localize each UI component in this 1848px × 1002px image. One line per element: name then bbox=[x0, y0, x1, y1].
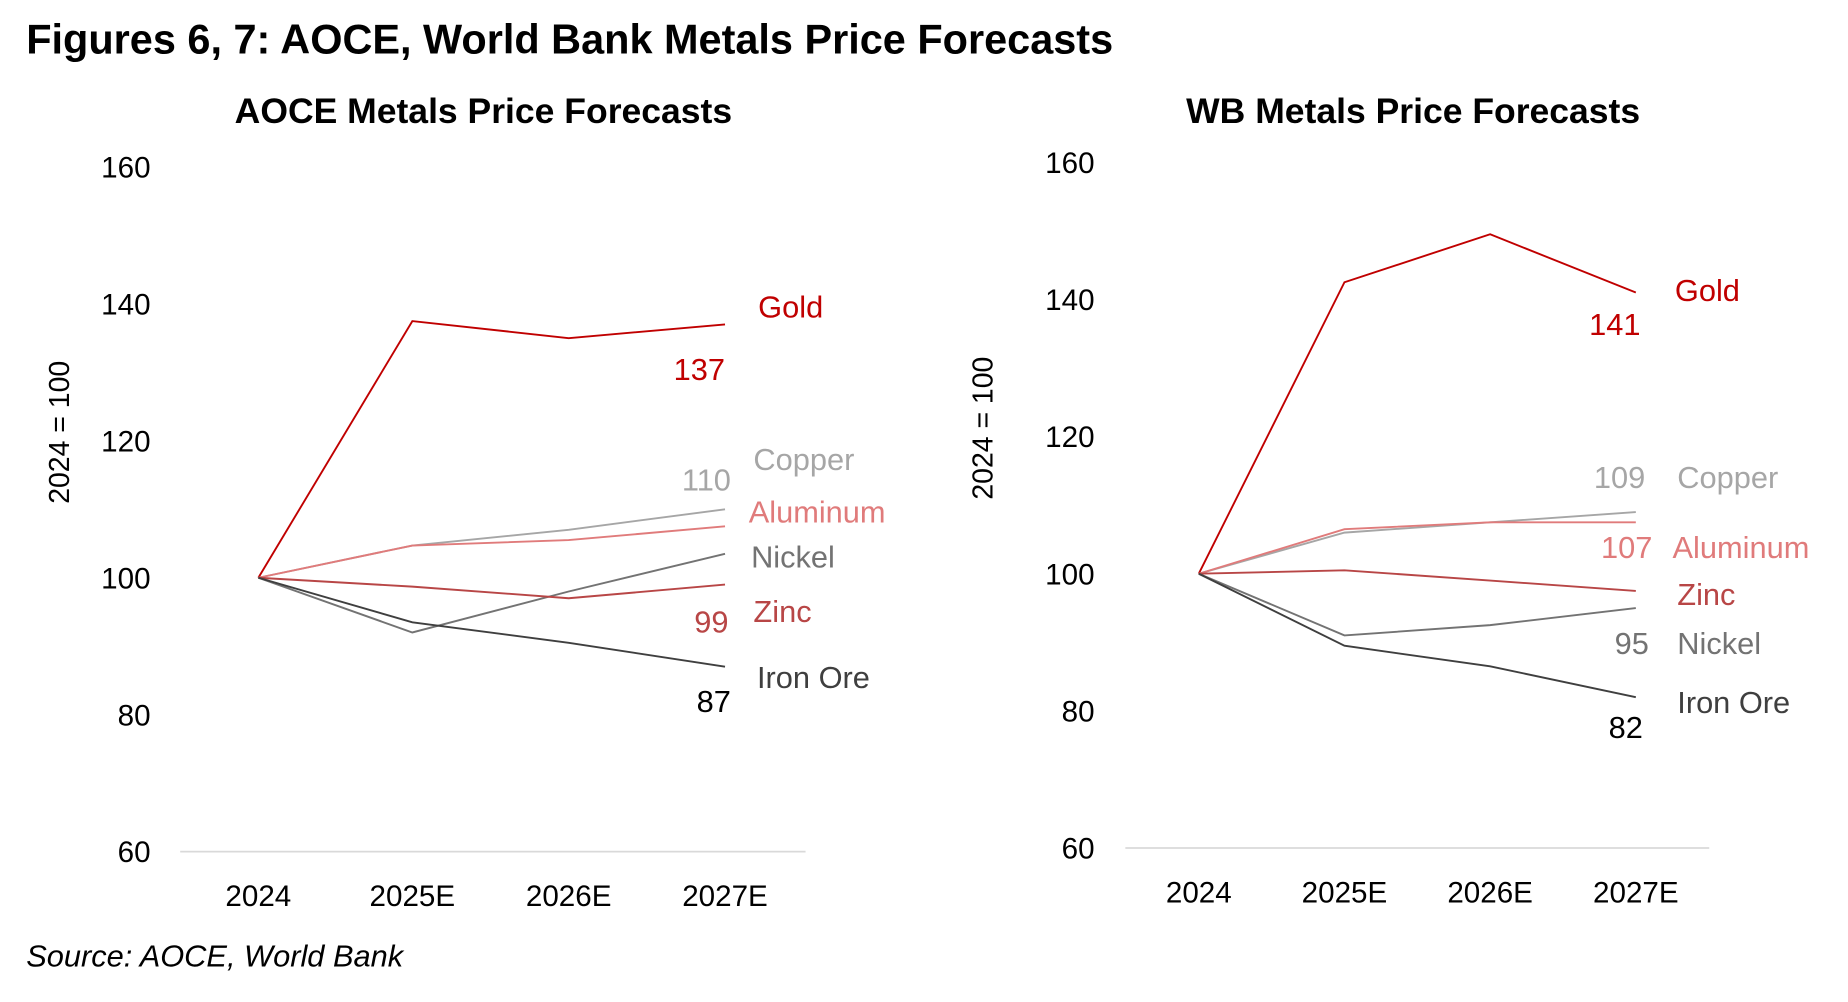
x-tick-label: 2026E bbox=[526, 880, 612, 913]
chart-title: WB Metals Price Forecasts bbox=[1186, 91, 1640, 131]
series-name-label: Nickel bbox=[1677, 626, 1761, 661]
end-value-label: 107 bbox=[1601, 530, 1652, 565]
y-tick-label: 100 bbox=[101, 562, 150, 595]
series-line-gold bbox=[257, 320, 726, 579]
series-name-label: Zinc bbox=[753, 594, 811, 629]
x-tick-label: 2024 bbox=[225, 880, 291, 913]
series-name-label: Gold bbox=[758, 289, 823, 324]
series-line-copper bbox=[1198, 511, 1636, 575]
y-axis-label: 2024 = 100 bbox=[968, 357, 1000, 500]
x-tick-label: 2026E bbox=[1447, 877, 1533, 910]
series-line-iron-ore bbox=[1198, 572, 1637, 699]
end-value-label: 87 bbox=[697, 684, 731, 719]
x-tick-label: 2025E bbox=[1302, 877, 1388, 910]
series-line-nickel bbox=[1198, 572, 1636, 637]
series-name-label: Nickel bbox=[751, 539, 835, 574]
series-line-gold bbox=[1197, 233, 1637, 575]
y-tick-label: 80 bbox=[118, 699, 151, 732]
series-line-zinc bbox=[1198, 569, 1636, 592]
end-value-label: 109 bbox=[1594, 460, 1645, 495]
series-name-label: Zinc bbox=[1677, 577, 1735, 612]
x-tick-label: 2024 bbox=[1166, 877, 1232, 910]
end-value-label: 95 bbox=[1615, 626, 1649, 661]
chart-2: WB Metals Price Forecasts 2024 = 100 60 80 1… bbox=[968, 91, 1810, 909]
y-axis-label: 2024 = 100 bbox=[44, 361, 76, 504]
y-tick-label: 140 bbox=[101, 289, 150, 322]
series-name-label: Aluminum bbox=[1673, 530, 1810, 565]
series-line-nickel bbox=[258, 552, 726, 634]
end-value-label: 141 bbox=[1589, 307, 1640, 342]
series-name-label: Iron Ore bbox=[757, 660, 870, 695]
x-tick-label: 2025E bbox=[370, 880, 456, 913]
y-tick-label: 160 bbox=[101, 152, 150, 185]
y-tick-label: 100 bbox=[1045, 558, 1094, 591]
chart-1: AOCE Metals Price Forecasts 2024 = 100 60 8… bbox=[44, 91, 886, 913]
series-name-label: Copper bbox=[753, 442, 854, 477]
series-name-label: Iron Ore bbox=[1677, 685, 1790, 720]
end-value-label: 99 bbox=[694, 604, 728, 639]
figure-title: Figures 6, 7: AOCE, World Bank Metals Pr… bbox=[26, 15, 1113, 62]
series-line-zinc bbox=[258, 576, 726, 600]
y-tick-label: 80 bbox=[1062, 696, 1095, 729]
y-tick-label: 60 bbox=[118, 836, 151, 869]
y-tick-label: 160 bbox=[1045, 147, 1094, 180]
series-line-aluminum bbox=[258, 525, 726, 579]
end-value-label: 82 bbox=[1609, 710, 1643, 745]
y-tick-label: 120 bbox=[1045, 421, 1094, 454]
y-tick-label: 120 bbox=[101, 425, 150, 458]
x-tick-label: 2027E bbox=[682, 880, 768, 913]
end-value-label: 110 bbox=[682, 462, 731, 497]
y-tick-label: 140 bbox=[1045, 284, 1094, 317]
series-name-label: Gold bbox=[1675, 273, 1740, 308]
series-name-label: Copper bbox=[1677, 460, 1778, 495]
series-line-aluminum bbox=[1198, 521, 1636, 575]
source-note: Source: AOCE, World Bank bbox=[26, 938, 405, 973]
end-value-label: 137 bbox=[674, 352, 725, 387]
x-tick-label: 2027E bbox=[1593, 877, 1679, 910]
chart-title: AOCE Metals Price Forecasts bbox=[235, 91, 732, 131]
series-name-label: Aluminum bbox=[749, 494, 886, 529]
y-tick-label: 60 bbox=[1062, 833, 1095, 866]
series-line-iron-ore bbox=[258, 576, 726, 668]
